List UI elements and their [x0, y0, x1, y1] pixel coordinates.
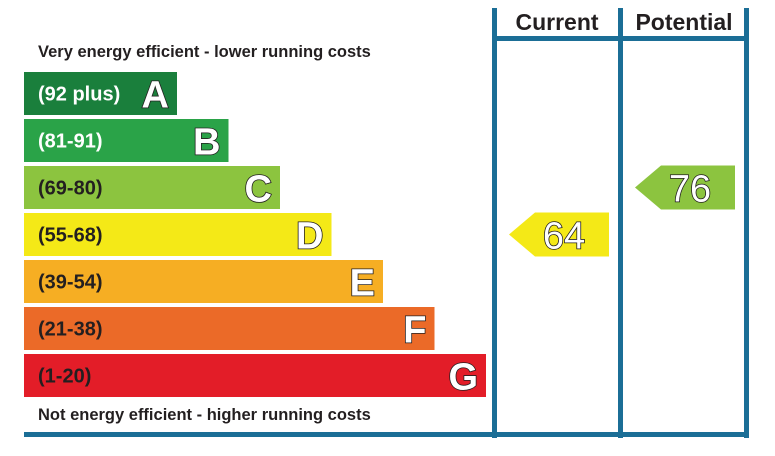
potential-rating-arrow	[635, 165, 735, 210]
band-f-letter: F	[403, 310, 426, 352]
bottom-caption: Not energy efficient - higher running co…	[38, 406, 371, 424]
band-d-bar	[24, 213, 332, 256]
band-a-bar	[24, 72, 177, 115]
band-e-letter: E	[350, 263, 375, 305]
band-b-range: (81-91)	[38, 131, 102, 153]
band-d-letter: D	[296, 216, 323, 258]
frame-line-header	[492, 36, 749, 41]
potential-column-header: Potential	[635, 9, 732, 35]
chart-frame	[24, 8, 749, 438]
band-d-range: (55-68)	[38, 225, 102, 247]
band-g-letter: G	[448, 357, 478, 399]
band-g-range: (1-20)	[38, 366, 91, 388]
top-caption: Very energy efficient - lower running co…	[38, 43, 371, 61]
band-a-letter: A	[142, 75, 169, 117]
potential-rating-pointer: 76	[635, 165, 735, 211]
band-c-bar	[24, 166, 280, 209]
current-rating-pointer: 64	[509, 212, 609, 258]
band-a-range: (92 plus)	[38, 84, 120, 106]
potential-rating-value: 76	[669, 169, 711, 211]
band-g-bar	[24, 354, 486, 397]
current-rating-value: 64	[543, 216, 585, 258]
band-e-range: (39-54)	[38, 272, 102, 294]
band-b-letter: B	[193, 122, 220, 164]
frame-line-bottom	[24, 432, 749, 437]
band-c-range: (69-80)	[38, 178, 102, 200]
band-f-bar	[24, 307, 435, 350]
current-column-header: Current	[515, 9, 598, 35]
band-e-bar	[24, 260, 383, 303]
band-c-letter: C	[245, 169, 272, 211]
frame-line-right	[744, 8, 749, 438]
frame-line-potential-left	[618, 8, 623, 438]
rating-bands: (92 plus) A (81-91) B (69-80) C (55-68) D (39-54…	[24, 72, 486, 399]
frame-line-current-left	[492, 8, 497, 438]
current-rating-arrow	[509, 212, 609, 257]
band-f-range: (21-38)	[38, 319, 102, 341]
band-b-bar	[24, 119, 229, 162]
